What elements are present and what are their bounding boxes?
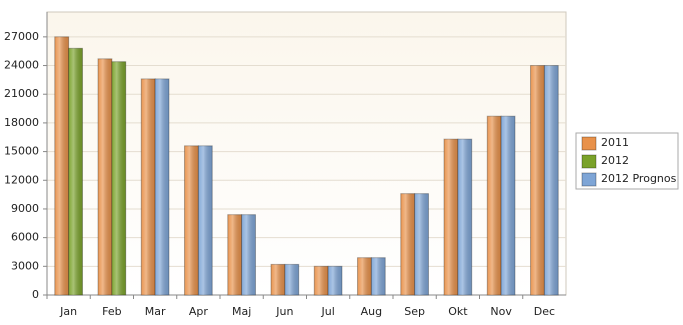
bar — [284, 263, 300, 296]
legend-swatch — [581, 172, 597, 187]
bar — [68, 47, 83, 296]
bar — [500, 115, 516, 296]
legend-swatch — [581, 136, 597, 151]
bar — [140, 78, 156, 296]
y-tick-label: 9000 — [11, 202, 39, 215]
bar — [327, 265, 343, 296]
bar — [54, 36, 70, 296]
bar — [313, 265, 329, 296]
x-tick-label: Mar — [145, 305, 166, 318]
y-tick-label: 21000 — [4, 87, 39, 100]
legend-swatch — [581, 154, 597, 169]
bar — [357, 257, 372, 296]
bar — [457, 138, 473, 296]
bar — [443, 138, 459, 296]
x-tick-label: Sep — [404, 305, 425, 318]
bar — [414, 193, 429, 296]
bar — [486, 115, 502, 296]
legend-label: 2012 Prognos — [601, 172, 677, 185]
x-tick-label: Apr — [189, 305, 209, 318]
x-tick-label: Dec — [534, 305, 555, 318]
x-tick-label: Maj — [232, 305, 251, 318]
bar — [530, 65, 545, 296]
bar — [184, 145, 199, 296]
y-tick-label: 27000 — [4, 30, 39, 43]
bar — [270, 263, 286, 296]
bar — [241, 214, 256, 296]
y-tick-label: 24000 — [4, 59, 39, 72]
x-tick-label: Jun — [275, 305, 293, 318]
legend-label: 2012 — [601, 154, 629, 167]
y-tick-label: 12000 — [4, 173, 39, 186]
x-tick-label: Aug — [361, 305, 382, 318]
x-tick-label: Feb — [102, 305, 121, 318]
y-tick-label: 3000 — [11, 259, 39, 272]
x-tick-label: Jan — [59, 305, 77, 318]
x-tick-label: Jul — [320, 305, 334, 318]
plot-area — [46, 11, 567, 296]
y-tick-label: 15000 — [4, 145, 39, 158]
legend-label: 2011 — [601, 136, 629, 149]
bar — [197, 145, 213, 296]
y-tick-label: 18000 — [4, 116, 39, 129]
bar — [111, 61, 127, 296]
x-tick-label: Okt — [448, 305, 468, 318]
y-tick-label: 0 — [32, 288, 39, 301]
y-tick-label: 6000 — [11, 231, 39, 244]
bar — [543, 65, 559, 296]
bar — [370, 257, 386, 296]
x-tick-label: Nov — [490, 305, 512, 318]
bar — [97, 58, 113, 296]
bar — [400, 193, 416, 296]
bar — [227, 214, 243, 296]
bar — [154, 78, 170, 296]
